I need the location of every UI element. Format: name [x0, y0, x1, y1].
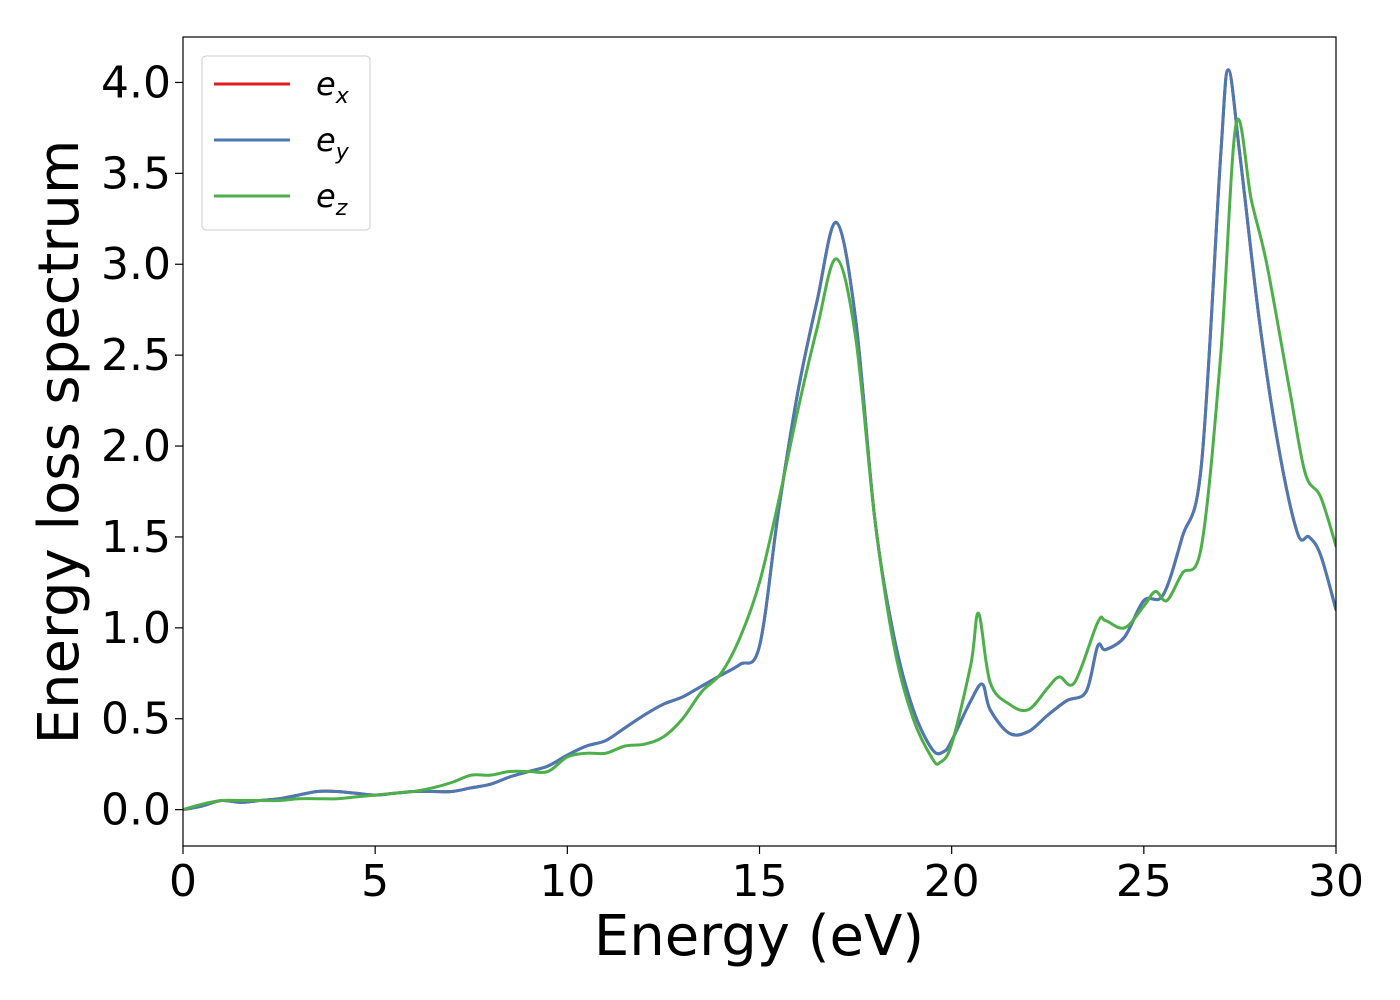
- y-axis-title: Energy loss spectrum: [27, 140, 92, 745]
- y-tick-label: 0.5: [101, 694, 171, 745]
- legend-label-subscript: y: [335, 140, 350, 165]
- plot-area: [182, 36, 1337, 847]
- legend-label-x: ex: [316, 65, 350, 109]
- y-tick-label: 2.0: [101, 421, 171, 472]
- x-tick-label: 5: [361, 856, 389, 907]
- legend-label-z: ez: [316, 177, 348, 221]
- y-tick-label: 3.5: [101, 148, 171, 199]
- x-tick-label: 30: [1308, 856, 1364, 907]
- legend-label-base: e: [316, 65, 336, 103]
- legend-label-base: e: [316, 177, 336, 215]
- legend-box: [201, 55, 371, 231]
- x-tick-label: 0: [169, 856, 197, 907]
- y-tick-label: 2.5: [101, 330, 171, 381]
- y-tick-label: 3.0: [101, 239, 171, 290]
- x-tick-label: 15: [732, 856, 788, 907]
- x-tick-label: 10: [539, 856, 595, 907]
- y-tick-label: 1.0: [101, 603, 171, 654]
- series-layer: [183, 68, 1336, 812]
- x-axis-ticks: 0 5 10 15 20 25 30: [169, 846, 1364, 907]
- y-axis-ticks: 0.0 0.5 1.0 1.5 2.0 2.5 3.0 3.5 4.0: [101, 57, 183, 836]
- y-tick-label: 1.5: [101, 512, 171, 563]
- legend-label-subscript: z: [335, 196, 348, 221]
- legend-label-base: e: [316, 121, 336, 159]
- x-tick-label: 25: [1116, 856, 1172, 907]
- legend-label-y: ey: [316, 121, 350, 165]
- x-tick-label: 20: [924, 856, 980, 907]
- y-tick-label: 0.0: [101, 785, 171, 836]
- series-line-z: [183, 117, 1336, 812]
- y-tick-label: 4.0: [101, 57, 171, 108]
- x-axis-title: Energy (eV): [594, 904, 924, 969]
- legend-label-subscript: x: [335, 84, 350, 109]
